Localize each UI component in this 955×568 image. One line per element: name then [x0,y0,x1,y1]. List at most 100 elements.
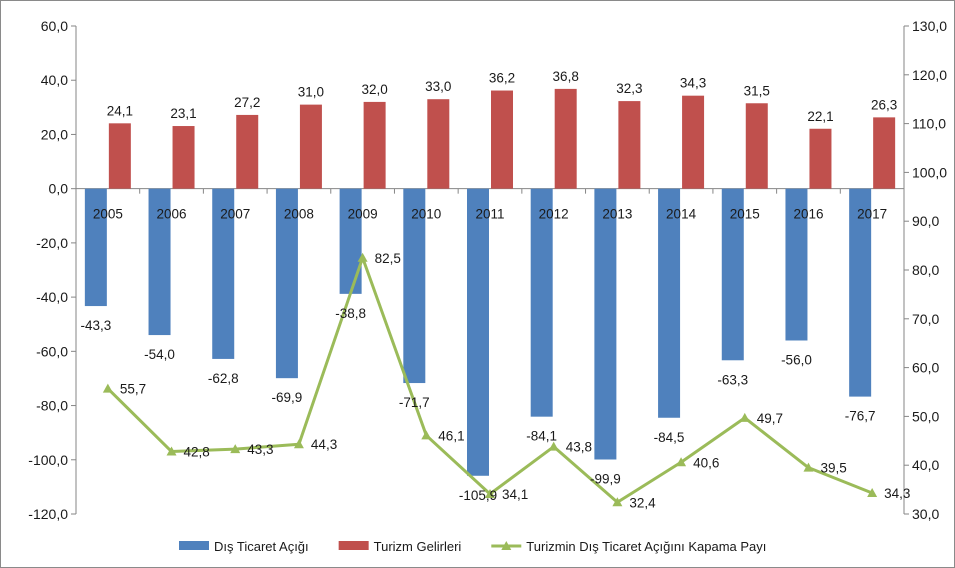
x-category-label: 2006 [157,207,187,222]
bar-dis-ticaret-acigi [403,188,426,384]
bar-dis-ticaret-acigi [658,188,681,418]
x-category-label: 2008 [284,207,314,222]
x-category-label: 2007 [220,207,250,222]
line-point-marker [548,441,559,451]
legend-swatch [338,541,369,550]
data-label-dis-ticaret: -105,9 [459,488,497,503]
data-label-turizm: 31,0 [298,85,324,100]
bar-dis-ticaret-acigi [849,188,872,397]
data-label-dis-ticaret: -38,8 [335,306,366,321]
line-point-marker [102,383,113,393]
line-point-marker [421,430,432,440]
data-label-turizm: 32,0 [361,82,387,97]
y-left-tick-label: 40,0 [41,72,68,88]
bar-turizm-gelirleri [682,95,705,189]
y-right-tick-label: 90,0 [912,213,939,229]
data-label-turizm: 24,1 [107,103,133,118]
legend-label: Dış Ticaret Açığı [214,539,309,554]
data-label-kapama-payi: 34,1 [502,487,528,502]
x-category-label: 2011 [475,207,504,222]
bar-turizm-gelirleri [618,101,641,189]
y-left-tick-label: 20,0 [41,126,68,142]
bar-dis-ticaret-acigi [467,188,489,476]
line-point-marker [867,488,878,498]
line-point-marker [612,497,623,507]
data-label-turizm: 26,3 [871,97,897,112]
x-category-label: 2013 [602,207,632,222]
data-label-turizm: 36,8 [553,69,579,84]
line-point-marker [230,444,241,454]
line-point-marker [485,488,495,498]
line-point-marker [293,439,304,449]
data-label-dis-ticaret: -99,9 [590,472,621,487]
x-category-label: 2015 [730,207,760,222]
bar-turizm-gelirleri [809,128,832,189]
bar-dis-ticaret-acigi [721,188,744,361]
y-left-tick-label: 60,0 [41,18,68,34]
bar-dis-ticaret-acigi [530,188,553,417]
data-label-dis-ticaret: -84,1 [526,429,557,444]
bar-dis-ticaret-acigi [84,188,107,307]
data-label-dis-ticaret: -84,5 [654,430,685,445]
legend-swatch [179,541,209,550]
data-label-kapama-payi: 55,7 [120,382,146,397]
x-category-label: 2005 [93,207,123,222]
data-label-kapama-payi: 34,3 [884,486,910,501]
legend-label: Turizm Gelirleri [374,539,462,554]
line-group [102,252,878,507]
legend-label: Turizmin Dış Ticaret Açığını Kapama Payı [526,539,766,554]
data-label-dis-ticaret: -63,3 [717,372,748,387]
y-left-tick-label: -100,0 [28,452,68,468]
bar-turizm-gelirleri [236,114,259,189]
y-right-tick-label: 100,0 [912,164,947,180]
bar-dis-ticaret-acigi [148,188,171,336]
bar-dis-ticaret-acigi [785,188,808,341]
bar-dis-ticaret-acigi [594,188,617,460]
y-right-tick-label: 50,0 [912,408,939,424]
data-label-kapama-payi: 39,5 [820,461,846,476]
bar-dis-ticaret-acigi [212,188,235,359]
bar-dis-ticaret-acigi [275,188,298,379]
x-category-label: 2017 [857,207,887,222]
data-label-dis-ticaret: -76,7 [845,409,876,424]
bar-turizm-gelirleri [427,99,450,189]
bar-turizm-gelirleri [363,101,386,189]
bar-turizm-gelirleri [873,117,896,189]
data-label-kapama-payi: 49,7 [757,411,783,426]
y-left-tick-label: -60,0 [36,343,68,359]
x-category-label: 2014 [666,207,697,222]
data-label-turizm: 22,1 [807,109,833,124]
y-right-tick-label: 40,0 [912,457,939,473]
data-label-kapama-payi: 46,1 [438,428,464,443]
y-left-tick-label: -40,0 [36,289,68,305]
data-label-kapama-payi: 43,8 [566,440,592,455]
line-point-marker [357,252,368,262]
line-point-marker [739,412,750,422]
line-point-marker [676,457,687,467]
bar-dis-ticaret-acigi [339,188,362,294]
y-right-tick-label: 130,0 [912,18,947,34]
x-category-label: 2009 [348,207,378,222]
y-left-tick-label: 0,0 [49,181,69,197]
data-label-kapama-payi: 43,3 [247,442,273,457]
bar-turizm-gelirleri [108,123,131,189]
bar-turizm-gelirleri [554,88,577,189]
y-right-tick-label: 70,0 [912,311,939,327]
x-category-label: 2016 [793,207,823,222]
y-right-tick-label: 60,0 [912,360,939,376]
data-label-dis-ticaret: -71,7 [399,395,430,410]
legend: Dış Ticaret Açığı Turizm Gelirleri Turizmi… [179,539,766,554]
data-label-dis-ticaret: -56,0 [781,352,812,367]
y-left-tick-label: -120,0 [28,506,68,522]
data-label-turizm: 27,2 [234,95,260,110]
y-right-tick-label: 30,0 [912,506,939,522]
y-right-tick-label: 120,0 [912,67,947,83]
bar-turizm-gelirleri [745,103,768,189]
bar-turizm-gelirleri [491,90,513,189]
bars-group [84,88,896,476]
x-category-label: 2012 [539,207,569,222]
data-label-kapama-payi: 32,4 [629,495,656,510]
x-category-label: 2010 [411,207,441,222]
data-label-turizm: 31,5 [744,83,770,98]
